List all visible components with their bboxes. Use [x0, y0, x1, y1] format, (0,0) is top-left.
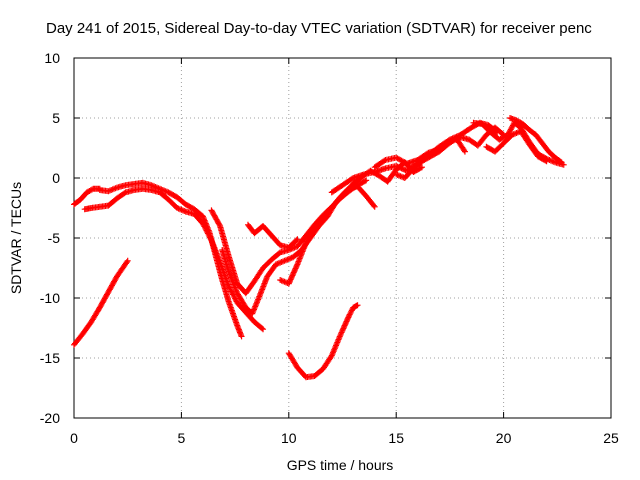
data-point-marker: [260, 326, 267, 333]
data-point-marker: [417, 164, 424, 171]
series-arc-16: [350, 159, 425, 187]
x-tick-label: 10: [281, 430, 297, 446]
data-point-marker: [216, 221, 223, 228]
data-point-marker: [342, 321, 349, 328]
data-point-marker: [557, 158, 564, 165]
data-point-marker: [285, 280, 292, 287]
data-point-marker: [292, 265, 299, 272]
data-point-marker: [363, 177, 370, 184]
y-tick-label: -10: [40, 290, 60, 306]
data-point-marker: [370, 202, 377, 209]
data-point-marker: [558, 159, 565, 166]
data-point-marker: [344, 315, 351, 322]
data-point-marker: [371, 203, 378, 210]
data-point-marker: [290, 271, 297, 277]
data-point-marker: [288, 273, 295, 280]
x-tick-label: 0: [70, 430, 78, 446]
series-arc-1: [71, 257, 131, 348]
data-point-marker: [290, 269, 297, 276]
data-point-marker: [258, 325, 265, 332]
data-point-marker: [291, 266, 298, 273]
data-point-marker: [461, 148, 468, 155]
data-point-marker: [293, 237, 300, 244]
data-point-marker: [291, 268, 298, 275]
data-point-marker: [344, 317, 351, 324]
series-arc-8: [285, 302, 361, 381]
data-point-marker: [293, 264, 300, 271]
data-point-marker: [339, 326, 346, 333]
data-point-marker: [337, 332, 344, 339]
series-arc-14: [507, 115, 565, 166]
data-point-marker: [293, 262, 300, 269]
data-point-marker: [338, 329, 345, 336]
data-point-marker: [342, 319, 349, 326]
data-point-marker: [287, 277, 294, 284]
series-arc-15: [483, 128, 550, 165]
series-arc-7: [244, 221, 301, 251]
data-point-marker: [543, 158, 550, 165]
x-tick-label: 15: [388, 430, 404, 446]
axis-ticks: 0 5 10 15 20 25 -20 -15 -10 -5 0 5 10: [40, 50, 619, 446]
y-tick-label: -20: [40, 410, 60, 426]
data-point-marker: [337, 330, 344, 337]
y-tick-label: 5: [52, 110, 60, 126]
data-point-marker: [124, 257, 131, 264]
x-tick-label: 20: [496, 430, 512, 446]
data-point-marker: [461, 147, 468, 154]
y-tick-label: 0: [52, 170, 60, 186]
data-point-marker: [286, 279, 293, 286]
data-series: [71, 115, 567, 381]
data-point-marker: [361, 178, 368, 185]
data-point-marker: [418, 164, 425, 171]
data-point-marker: [341, 322, 348, 329]
data-point-marker: [542, 157, 549, 164]
grid: [74, 58, 611, 418]
data-point-marker: [340, 325, 347, 332]
data-point-marker: [343, 318, 350, 325]
data-point-marker: [289, 272, 296, 279]
data-point-marker: [288, 275, 295, 282]
data-point-marker: [123, 259, 130, 266]
data-point-marker: [121, 190, 128, 197]
data-point-marker: [238, 333, 245, 340]
y-axis-label: SDTVAR / TECUs: [8, 182, 24, 294]
data-point-marker: [339, 328, 346, 335]
data-point-marker: [294, 236, 301, 243]
data-point-marker: [341, 323, 348, 330]
x-tick-label: 25: [603, 430, 619, 446]
y-tick-label: -15: [40, 350, 60, 366]
chart-title: Day 241 of 2015, Sidereal Day-to-day VTE…: [46, 20, 592, 37]
series-arc-9: [277, 183, 378, 287]
series-arc-2: [71, 185, 103, 208]
data-point-marker: [345, 314, 352, 321]
y-tick-label: 10: [44, 50, 60, 66]
series-arc-4: [96, 179, 245, 340]
data-point-marker: [354, 302, 361, 309]
series-arc-12: [393, 135, 468, 181]
x-tick-label: 5: [178, 430, 186, 446]
x-axis-label: GPS time / hours: [287, 457, 394, 473]
data-point-marker: [381, 157, 388, 164]
y-tick-label: -5: [48, 230, 61, 246]
data-point-marker: [287, 276, 294, 283]
